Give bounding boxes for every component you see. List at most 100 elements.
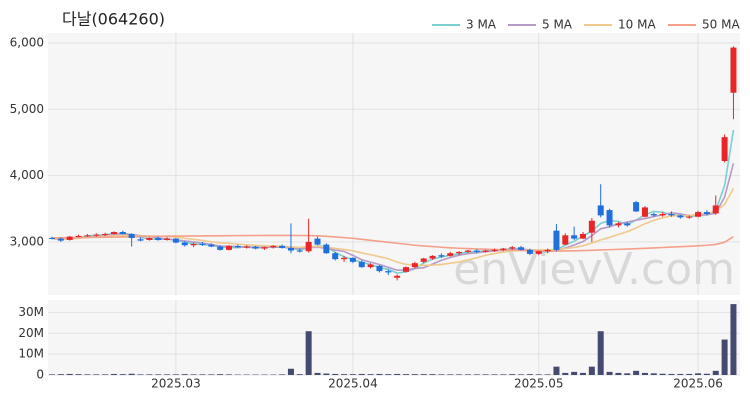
volume-bar — [411, 374, 418, 375]
candle-body — [686, 216, 693, 218]
price-panel — [48, 33, 740, 295]
volume-bar — [712, 370, 719, 375]
volume-bar — [438, 374, 445, 375]
volume-bar — [695, 373, 702, 375]
candle-body — [420, 258, 427, 262]
candle-body — [544, 249, 551, 252]
candle-body — [403, 267, 409, 272]
legend-label: 5 MA — [542, 18, 573, 32]
volume-bar — [305, 331, 312, 375]
candle-body — [226, 245, 232, 250]
candle-body — [411, 263, 418, 268]
volume-bar — [686, 373, 693, 375]
volume-bar — [509, 374, 516, 375]
candle-body — [93, 234, 100, 236]
candle-body — [491, 249, 498, 251]
candle-body — [323, 244, 330, 254]
candle-body — [376, 265, 383, 272]
candle-body — [677, 215, 684, 218]
volume-bar — [500, 374, 507, 375]
candle-body — [252, 246, 259, 249]
volume-bar — [703, 373, 710, 375]
chart-title: 다날(064260) — [62, 10, 165, 29]
candle-body — [261, 247, 268, 249]
volume-bar — [137, 374, 144, 375]
candle-body — [553, 230, 560, 250]
candle-body — [128, 233, 135, 238]
volume-bar — [358, 373, 365, 375]
candle-body — [367, 264, 374, 268]
candle-body — [650, 214, 657, 216]
candle-body — [597, 205, 604, 216]
volume-bar — [93, 374, 100, 375]
candle-body — [429, 255, 436, 259]
volume-bar — [385, 374, 392, 375]
volume-bar — [633, 370, 640, 375]
volume-bar — [66, 373, 73, 375]
candle-body — [75, 235, 82, 237]
volume-bar — [128, 373, 135, 375]
candle-body — [606, 210, 613, 226]
candle-body — [615, 223, 622, 226]
x-tick-label: 2025.04 — [328, 377, 378, 391]
volume-bar — [84, 374, 91, 375]
volume-bar — [544, 374, 551, 375]
y-tick-label: 20M — [18, 326, 44, 340]
candle-body — [287, 247, 294, 251]
volume-bar — [473, 374, 480, 375]
volume-bar — [172, 374, 179, 375]
candle-body — [190, 243, 197, 246]
y-tick-label: 4,000 — [10, 168, 44, 182]
candle-body — [447, 253, 454, 256]
candle-body — [358, 261, 365, 268]
candle-body — [102, 233, 109, 235]
volume-bar — [553, 366, 560, 375]
volume-bar — [668, 373, 675, 375]
volume-bar — [464, 374, 471, 375]
x-tick-label: 2025.05 — [514, 377, 564, 391]
candle-body — [217, 246, 224, 250]
volume-bar — [199, 374, 206, 375]
volume-bar — [403, 374, 409, 375]
volume-bar — [296, 374, 303, 375]
candle-body — [509, 247, 516, 249]
candle-body — [633, 202, 640, 212]
candle-body — [518, 247, 525, 250]
candle-body — [155, 237, 162, 240]
candle-body — [332, 253, 339, 260]
volume-bar — [429, 374, 436, 375]
candle-body — [305, 241, 312, 252]
candle-body — [588, 220, 595, 233]
ma-line — [51, 234, 734, 252]
candle-body — [279, 245, 286, 248]
volume-bar — [615, 372, 622, 375]
volume-bar — [394, 373, 401, 375]
volume-bar — [659, 373, 666, 375]
volume-bar — [376, 373, 383, 375]
volume-bar — [75, 374, 82, 375]
volume-bar — [155, 374, 162, 375]
volume-panel — [48, 300, 740, 375]
candle-body — [181, 242, 188, 246]
volume-bar — [641, 372, 648, 375]
candle-body — [456, 251, 463, 254]
volume-bar — [491, 374, 498, 375]
candle-body — [243, 246, 250, 248]
candle-body — [500, 248, 507, 250]
candle-body — [314, 238, 321, 245]
legend-label: 10 MA — [618, 18, 656, 32]
volume-bar — [349, 374, 356, 375]
candle-body — [119, 231, 126, 234]
candle-body — [562, 235, 569, 245]
candle-body — [641, 207, 648, 217]
volume-bar — [341, 374, 348, 375]
volume-bar — [208, 374, 215, 375]
candle-body — [695, 212, 702, 217]
candle-body — [721, 137, 728, 162]
volume-bar — [57, 374, 64, 375]
volume-bar — [597, 331, 604, 375]
candle-body — [110, 231, 117, 234]
volume-bar — [217, 374, 224, 375]
candle-body — [49, 237, 55, 239]
